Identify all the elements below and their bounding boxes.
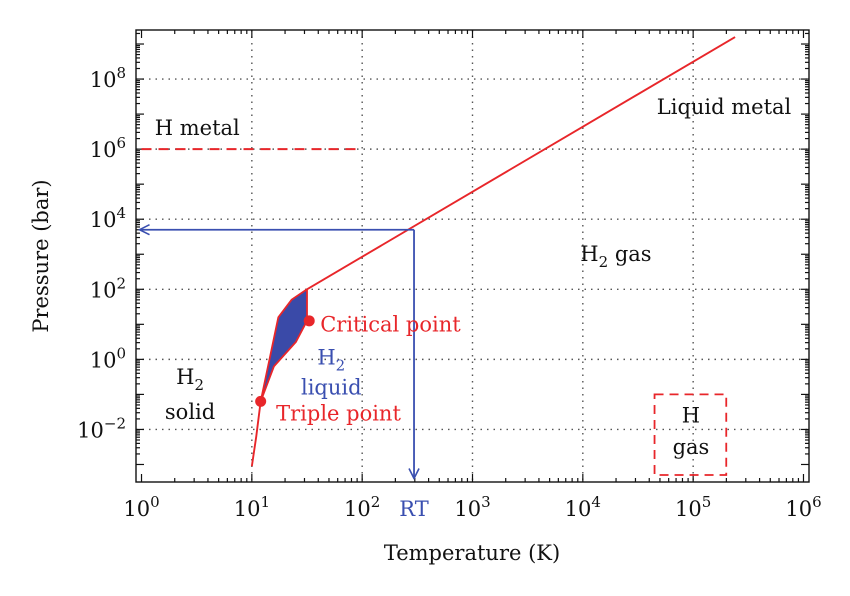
y-tick-label: 100: [90, 344, 126, 372]
x-tick-label: 104: [565, 493, 601, 521]
h-gas-top-label: H: [682, 403, 700, 427]
h2-liquid-top-subscript: 2: [336, 357, 346, 375]
h2-liquid-label: liquid: [301, 375, 362, 399]
x-tick-exponent: 3: [481, 493, 491, 511]
plot-frame: [135, 29, 810, 483]
h-gas-box: [653, 393, 728, 476]
h2-liquid-top-label: H2: [317, 346, 345, 375]
liquid-metal-label: Liquid metal: [657, 95, 792, 119]
h2-gas-text: gas: [608, 242, 651, 266]
x-tick-label: 106: [785, 493, 821, 521]
h2-gas-label: H2 gas: [580, 242, 651, 271]
y-tick-exponent: −2: [104, 414, 126, 432]
rt-label: RT: [399, 497, 428, 521]
x-axis-label: Temperature (K): [384, 541, 560, 565]
y-tick-exponent: 8: [116, 64, 126, 82]
y-tick-label: 108: [90, 64, 126, 92]
x-tick-label: 101: [234, 493, 270, 521]
y-tick-label: 10−2: [77, 414, 126, 442]
critical-point-label-label: Critical point: [320, 312, 461, 336]
label-layer: 100 101 102 103 104 105 10610−2100102104106108…: [77, 64, 821, 521]
h2-solid-top-label: H2: [176, 365, 204, 394]
melting-curve-line: [250, 401, 262, 467]
y-tick-label: 102: [90, 274, 126, 302]
y-tick-exponent: 0: [116, 344, 126, 362]
triple-point-label-label: Triple point: [276, 402, 401, 426]
h-gas-label: gas: [673, 435, 710, 459]
mark-layer: [140, 36, 736, 478]
h2-gas-subscript: 2: [599, 253, 609, 271]
y-tick-exponent: 2: [116, 274, 126, 292]
y-tick-exponent: 6: [116, 134, 126, 152]
x-tick-exponent: 0: [150, 493, 160, 511]
h2-solid-top-subscript: 2: [194, 376, 204, 394]
h2-solid-label: solid: [165, 400, 215, 424]
x-tick-exponent: 2: [371, 493, 381, 511]
x-tick-exponent: 5: [702, 493, 712, 511]
y-tick-label: 104: [90, 204, 126, 232]
x-tick-label: 100: [123, 493, 159, 521]
x-tick-label: 102: [344, 493, 380, 521]
y-tick-exponent: 4: [116, 204, 126, 222]
x-tick-exponent: 4: [591, 493, 601, 511]
x-tick-label: 105: [675, 493, 711, 521]
h-metal-label: H metal: [155, 116, 240, 140]
x-tick-exponent: 6: [812, 493, 822, 511]
boiling-critical-line-line: [306, 36, 736, 291]
y-axis-label: Pressure (bar): [29, 179, 53, 332]
x-tick-exponent: 1: [260, 493, 270, 511]
critical-point-marker: [303, 315, 315, 327]
triple-point-marker: [255, 395, 267, 407]
x-tick-label: 103: [454, 493, 490, 521]
y-tick-label: 106: [90, 134, 126, 162]
h2-liquid-region: [259, 288, 308, 403]
